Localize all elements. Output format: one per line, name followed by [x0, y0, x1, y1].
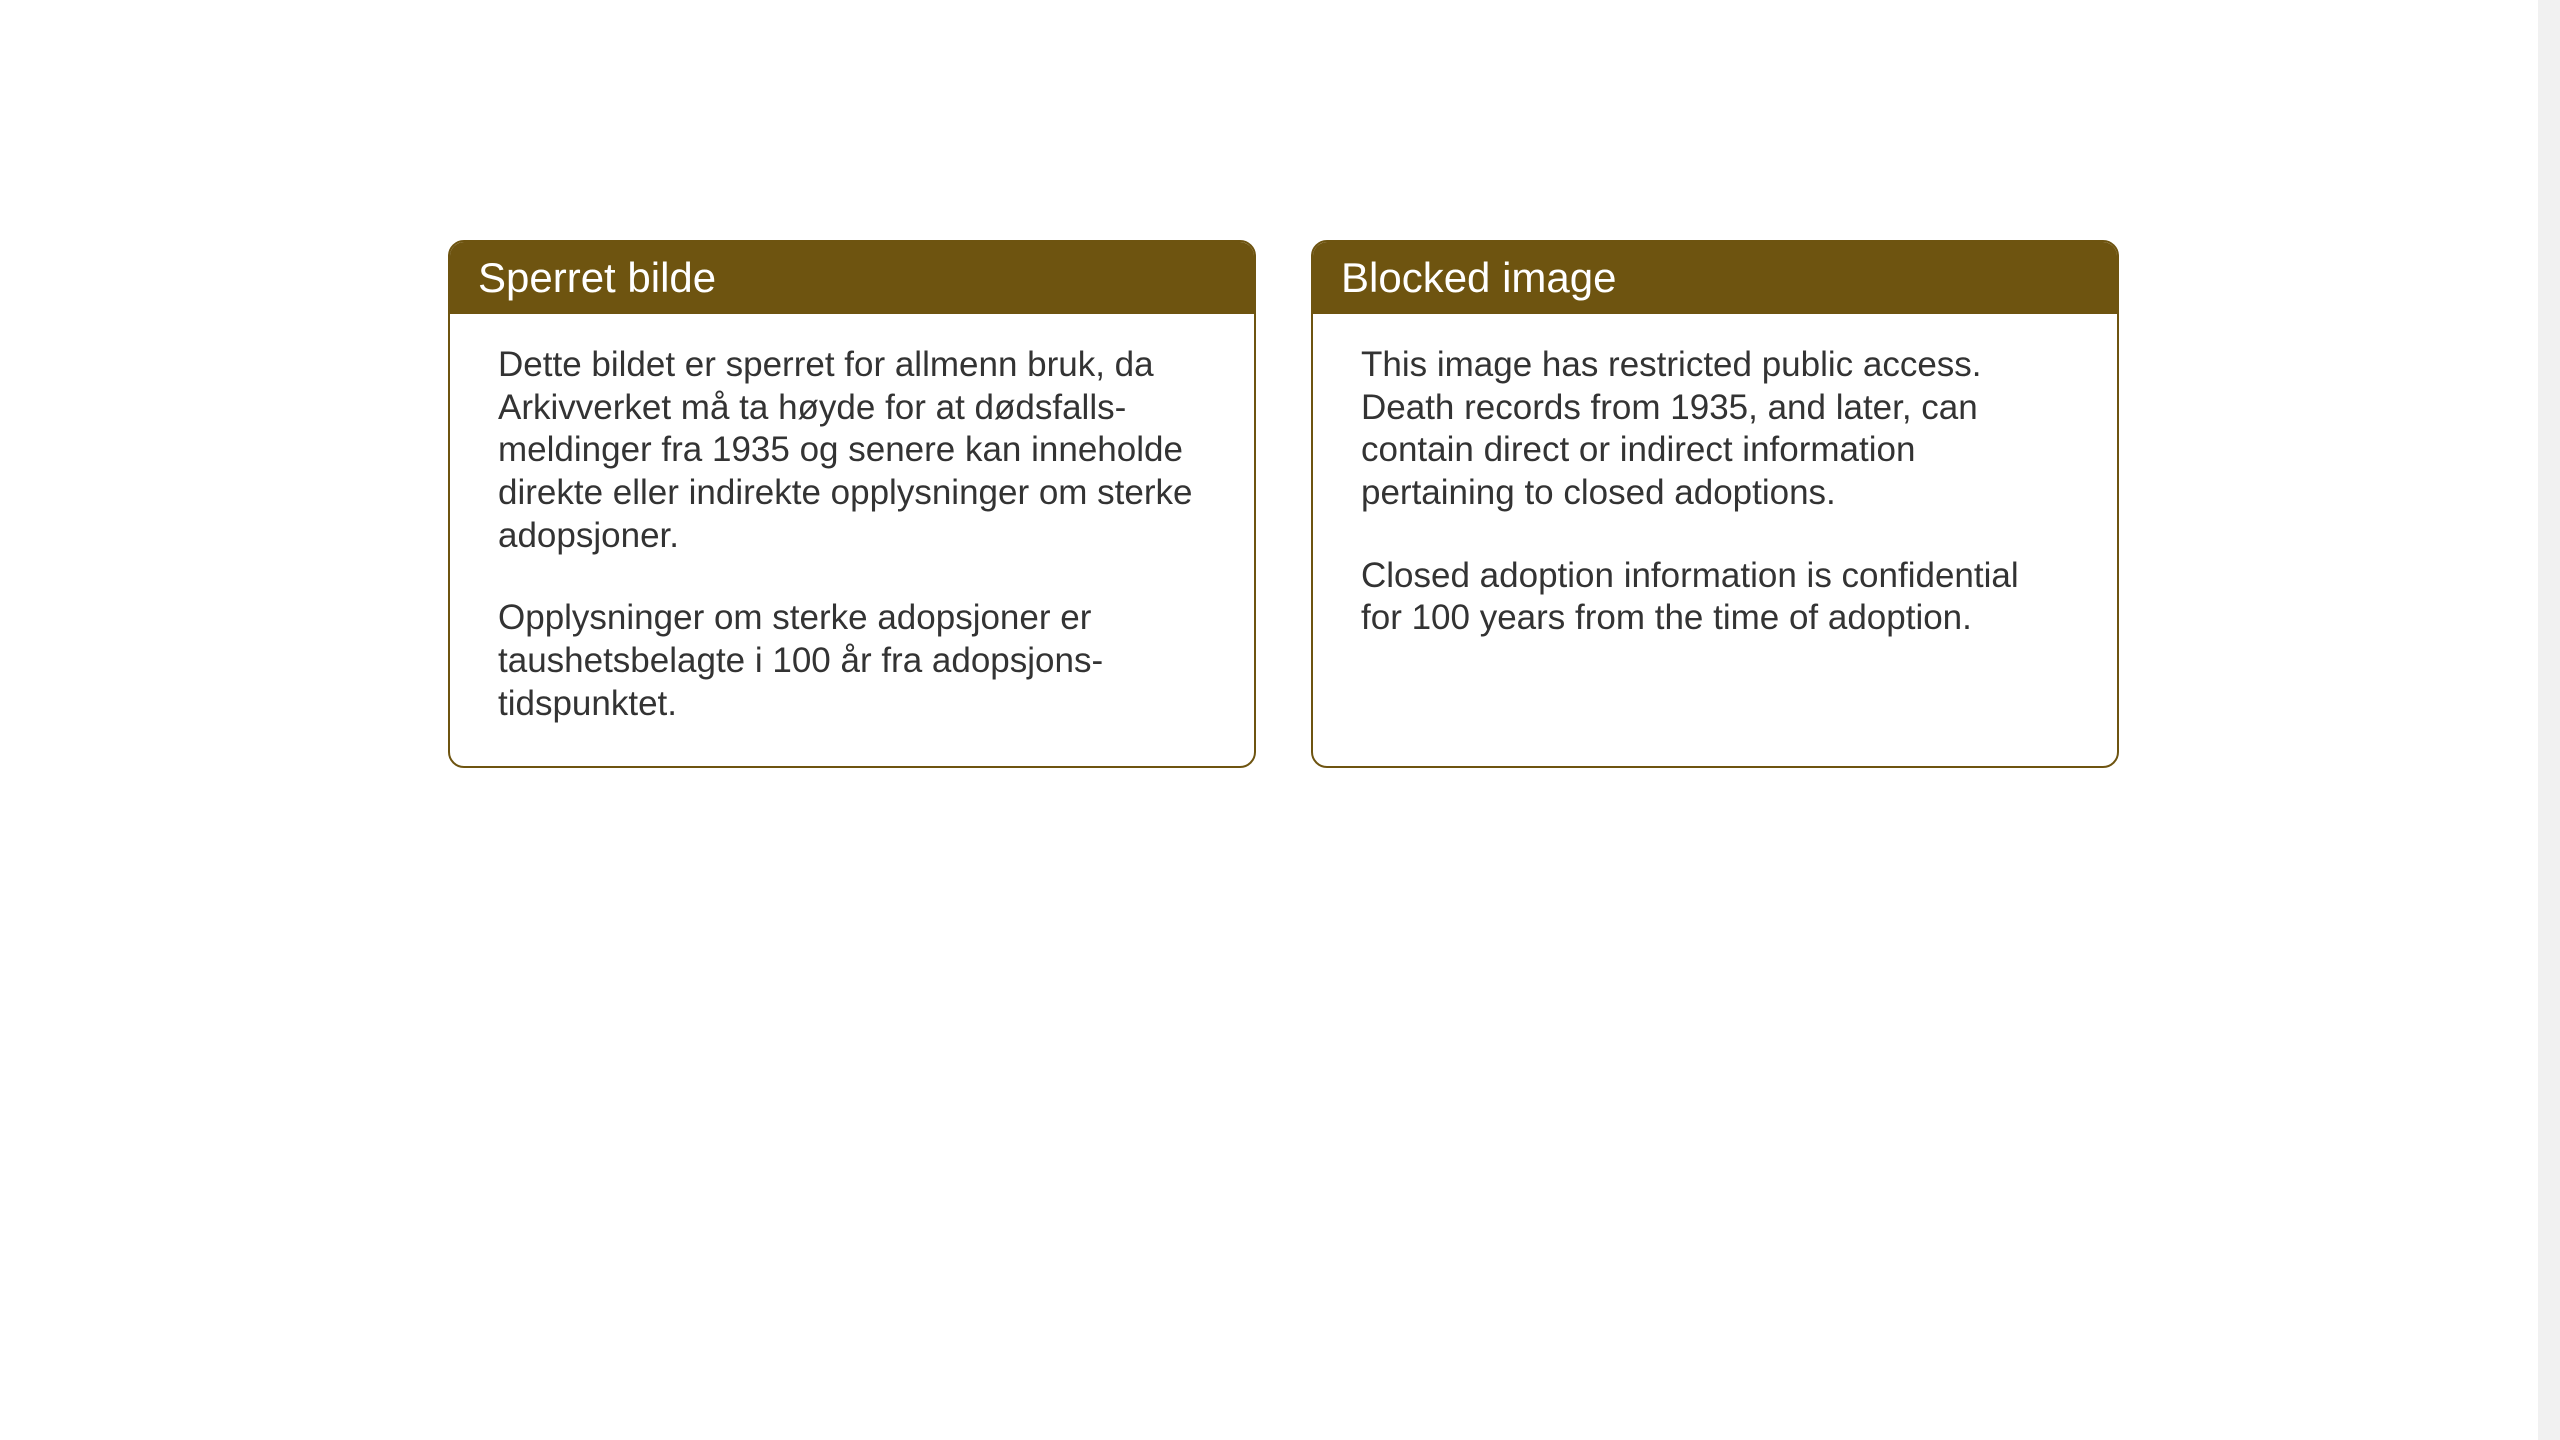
notice-box-norwegian: Sperret bilde Dette bildet er sperret fo… — [448, 240, 1256, 768]
notice-container: Sperret bilde Dette bildet er sperret fo… — [448, 240, 2119, 768]
notice-header-norwegian: Sperret bilde — [450, 242, 1254, 314]
notice-paragraph-1-norwegian: Dette bildet er sperret for allmenn bruk… — [498, 344, 1206, 557]
notice-title-english: Blocked image — [1341, 254, 1616, 301]
notice-box-english: Blocked image This image has restricted … — [1311, 240, 2119, 768]
notice-body-norwegian: Dette bildet er sperret for allmenn bruk… — [450, 314, 1254, 766]
notice-title-norwegian: Sperret bilde — [478, 254, 716, 301]
notice-paragraph-2-english: Closed adoption information is confident… — [1361, 555, 2069, 640]
notice-header-english: Blocked image — [1313, 242, 2117, 314]
scrollbar-track[interactable] — [2538, 0, 2560, 1440]
notice-paragraph-2-norwegian: Opplysninger om sterke adopsjoner er tau… — [498, 597, 1206, 725]
notice-paragraph-1-english: This image has restricted public access.… — [1361, 344, 2069, 515]
notice-body-english: This image has restricted public access.… — [1313, 314, 2117, 680]
